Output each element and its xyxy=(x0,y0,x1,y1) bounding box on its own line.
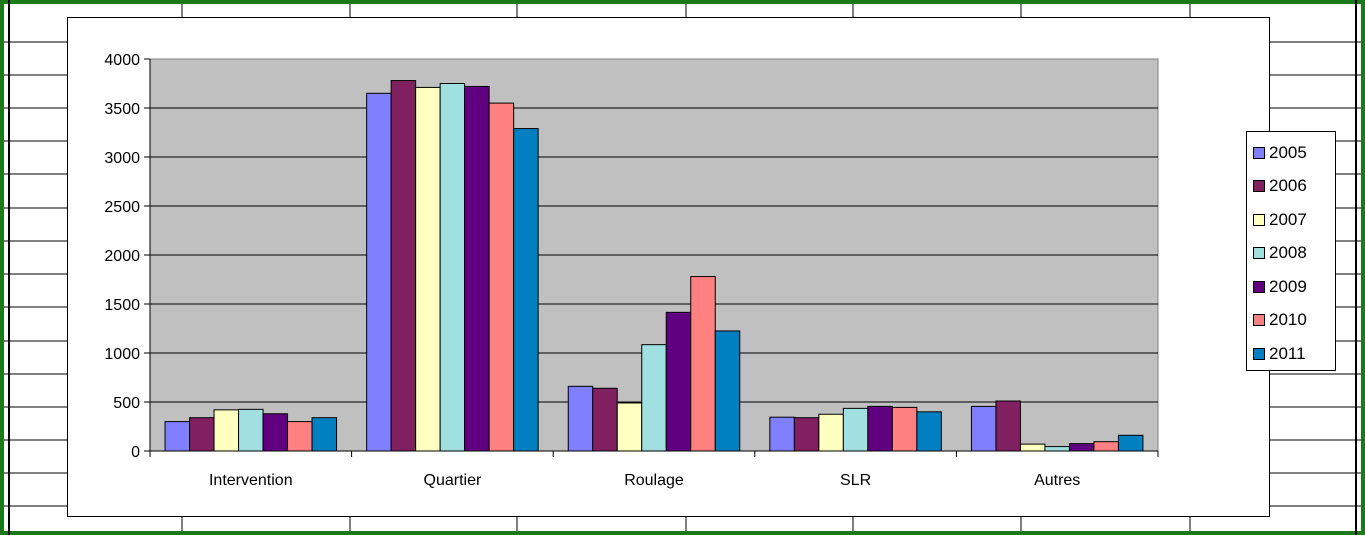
x-tick-label: Intervention xyxy=(209,472,293,489)
legend-label: 2007 xyxy=(1269,209,1307,229)
legend-swatch xyxy=(1253,347,1265,360)
bar-slr-2007[interactable] xyxy=(818,413,844,452)
bar-roulage-2006[interactable] xyxy=(592,387,618,452)
legend-item-2009[interactable]: 2009 xyxy=(1253,270,1335,304)
legend-swatch xyxy=(1253,314,1265,327)
bar-quartier-2011[interactable] xyxy=(513,128,539,452)
legend-label: 2008 xyxy=(1269,243,1307,263)
bar-quartier-2009[interactable] xyxy=(464,85,490,452)
legend-item-2011[interactable]: 2011 xyxy=(1253,337,1335,371)
bar-intervention-2007[interactable] xyxy=(213,409,240,452)
y-tick-label: 1500 xyxy=(104,297,140,314)
y-tick-label: 0 xyxy=(131,444,140,461)
bar-roulage-2009[interactable] xyxy=(665,311,692,452)
legend-item-2006[interactable]: 2006 xyxy=(1253,170,1335,204)
y-tick-label: 2000 xyxy=(104,248,140,265)
legend-label: 2010 xyxy=(1269,310,1307,330)
bar-autres-2006[interactable] xyxy=(995,400,1021,452)
legend-item-2005[interactable]: 2005 xyxy=(1253,136,1335,170)
legend-item-2010[interactable]: 2010 xyxy=(1253,304,1335,338)
bar-autres-2010[interactable] xyxy=(1093,441,1119,452)
bar-slr-2010[interactable] xyxy=(891,406,918,452)
bar-quartier-2007[interactable] xyxy=(415,86,441,452)
y-tick-label: 1000 xyxy=(104,346,140,363)
bar-quartier-2008[interactable] xyxy=(439,83,466,452)
legend-swatch xyxy=(1253,180,1265,193)
bar-quartier-2005[interactable] xyxy=(366,92,392,452)
bar-intervention-2009[interactable] xyxy=(262,413,289,452)
bar-autres-2008[interactable] xyxy=(1044,446,1070,452)
bar-intervention-2010[interactable] xyxy=(287,421,313,452)
bar-roulage-2008[interactable] xyxy=(641,344,667,452)
bar-quartier-2010[interactable] xyxy=(488,102,515,452)
legend-swatch xyxy=(1253,247,1265,260)
bar-slr-2011[interactable] xyxy=(916,411,942,452)
bar-autres-2009[interactable] xyxy=(1068,443,1095,452)
legend-label: 2006 xyxy=(1269,176,1307,196)
y-tick-label: 3000 xyxy=(104,150,140,167)
legend-item-2008[interactable]: 2008 xyxy=(1253,237,1335,271)
bar-slr-2009[interactable] xyxy=(867,405,893,452)
bar-chart: 0 500 1000 1500 2000 2500 3000 3500 4000 Interven… xyxy=(104,52,1159,489)
bar-roulage-2005[interactable] xyxy=(567,385,594,452)
bar-roulage-2010[interactable] xyxy=(690,276,716,452)
bar-slr-2008[interactable] xyxy=(842,407,869,452)
bar-autres-2005[interactable] xyxy=(970,405,997,452)
legend-label: 2005 xyxy=(1269,142,1307,162)
bar-autres-2007[interactable] xyxy=(1019,443,1046,452)
x-tick-label: Quartier xyxy=(424,472,482,489)
bar-slr-2005[interactable] xyxy=(769,416,795,452)
chart-area[interactable]: 0 500 1000 1500 2000 2500 3000 3500 4000 Interven… xyxy=(67,17,1336,517)
legend-swatch xyxy=(1253,280,1265,293)
bar-intervention-2006[interactable] xyxy=(189,417,215,452)
bar-slr-2006[interactable] xyxy=(793,417,820,452)
y-tick-label: 500 xyxy=(113,395,140,412)
bar-intervention-2005[interactable] xyxy=(164,421,191,452)
bar-autres-2011[interactable] xyxy=(1117,434,1144,452)
bar-intervention-2011[interactable] xyxy=(311,417,338,452)
y-tick-label: 3500 xyxy=(104,101,140,118)
legend-swatch xyxy=(1253,146,1265,159)
x-tick-label: Autres xyxy=(1034,472,1080,489)
legend-item-2007[interactable]: 2007 xyxy=(1253,203,1335,237)
y-tick-label: 4000 xyxy=(104,52,140,69)
legend-label: 2009 xyxy=(1269,276,1307,296)
y-tick-label: 2500 xyxy=(104,199,140,216)
x-tick-label: Roulage xyxy=(624,472,684,489)
bar-intervention-2008[interactable] xyxy=(238,408,264,452)
legend-label: 2011 xyxy=(1269,343,1306,363)
bar-roulage-2007[interactable] xyxy=(616,402,643,452)
x-tick-label: SLR xyxy=(840,472,871,489)
legend-swatch xyxy=(1253,213,1265,226)
legend[interactable]: 2005 2006 2007 2008 2009 2010 2011 xyxy=(1246,131,1336,371)
bar-roulage-2011[interactable] xyxy=(714,330,741,452)
bar-quartier-2006[interactable] xyxy=(390,80,417,452)
